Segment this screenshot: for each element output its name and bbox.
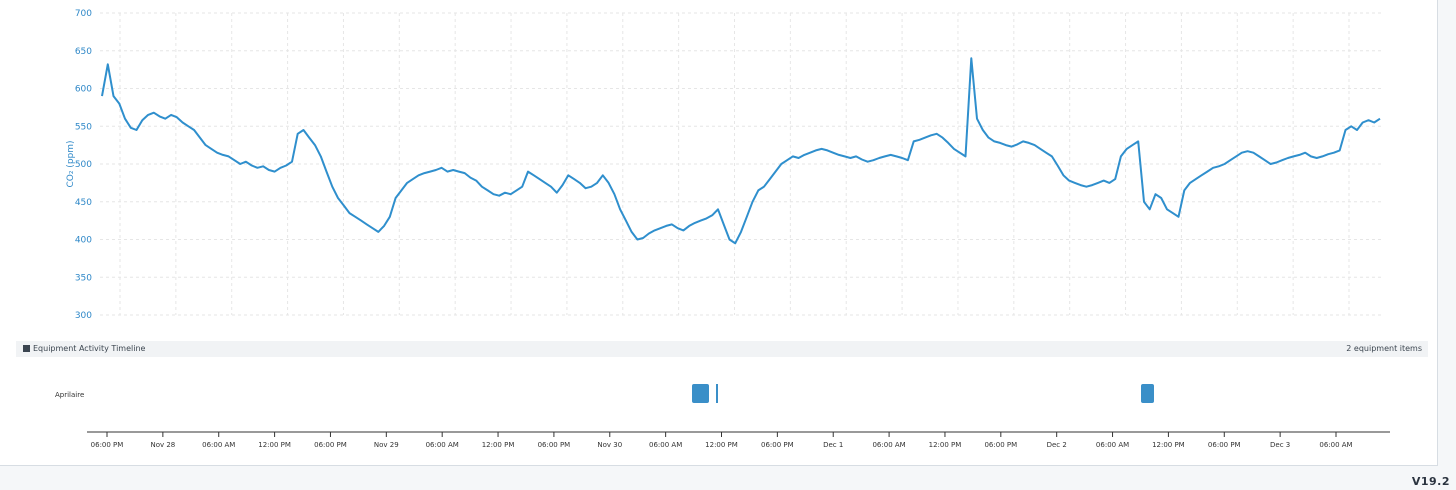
co2-line-chart: 700 650 600 550 500 450 400 350 300 CO₂ (ppm) — [66, 9, 1383, 321]
x-tick-label: Dec 2 — [1047, 441, 1067, 449]
x-tick-label: 12:00 PM — [705, 441, 738, 449]
co2-series-line — [101, 57, 1381, 245]
x-tick-label: Nov 28 — [150, 441, 175, 449]
x-tick-label: 12:00 PM — [258, 441, 291, 449]
x-tick-label: 06:00 PM — [314, 441, 347, 449]
chart-card: 700 650 600 550 500 450 400 350 300 CO₂ (ppm) Equ… — [0, 0, 1438, 466]
x-tick-label: 12:00 PM — [1152, 441, 1185, 449]
activity-block[interactable] — [716, 384, 718, 403]
x-tick-label: 12:00 PM — [482, 441, 515, 449]
x-tick-label: Dec 1 — [823, 441, 843, 449]
x-tick-label: 12:00 PM — [929, 441, 962, 449]
x-tick-label: 06:00 PM — [538, 441, 571, 449]
x-tick-label: Dec 3 — [1270, 441, 1290, 449]
equipment-count: 2 equipment items — [1346, 344, 1422, 353]
y-tick-label: 300 — [75, 311, 92, 321]
timeline-title-text: Equipment Activity Timeline — [33, 344, 146, 353]
x-tick-label: 06:00 PM — [1208, 441, 1241, 449]
y-tick-label: 450 — [75, 198, 92, 208]
x-tick-label: Nov 29 — [374, 441, 399, 449]
y-tick-label: 700 — [75, 9, 92, 19]
equipment-timeline: Aprilaire 06:00 PM Nov 28 06:00 AM 12:00 PM… — [55, 384, 1390, 449]
activity-block[interactable] — [1141, 384, 1154, 403]
x-tick-label: 06:00 AM — [1319, 441, 1352, 449]
y-axis-label: CO₂ (ppm) — [66, 140, 76, 187]
x-tick-label: 06:00 AM — [1096, 441, 1129, 449]
y-tick-label: 350 — [75, 273, 92, 283]
y-tick-label: 650 — [75, 47, 92, 57]
timeline-row-label: Aprilaire — [55, 391, 84, 399]
x-tick-label: 06:00 AM — [426, 441, 459, 449]
y-tick-label: 500 — [75, 160, 92, 170]
x-tick-label: 06:00 AM — [649, 441, 682, 449]
timeline-header: Equipment Activity Timeline 2 equipment … — [16, 341, 1428, 357]
timeline-title: Equipment Activity Timeline — [23, 341, 145, 357]
x-axis-ticks: 06:00 PM Nov 28 06:00 AM 12:00 PM 06:00 PM No… — [91, 432, 1353, 449]
activity-block[interactable] — [692, 384, 709, 403]
y-tick-label: 550 — [75, 122, 92, 132]
x-tick-label: 06:00 PM — [91, 441, 124, 449]
x-tick-label: 06:00 AM — [202, 441, 235, 449]
x-tick-label: 06:00 AM — [872, 441, 905, 449]
y-tick-label: 600 — [75, 85, 92, 95]
x-tick-label: 06:00 PM — [761, 441, 794, 449]
x-tick-label: 06:00 PM — [984, 441, 1017, 449]
x-tick-label: Nov 30 — [597, 441, 622, 449]
y-tick-label: 400 — [75, 236, 92, 246]
version-label: V19.2 — [1411, 475, 1450, 488]
equipment-icon — [23, 345, 30, 352]
